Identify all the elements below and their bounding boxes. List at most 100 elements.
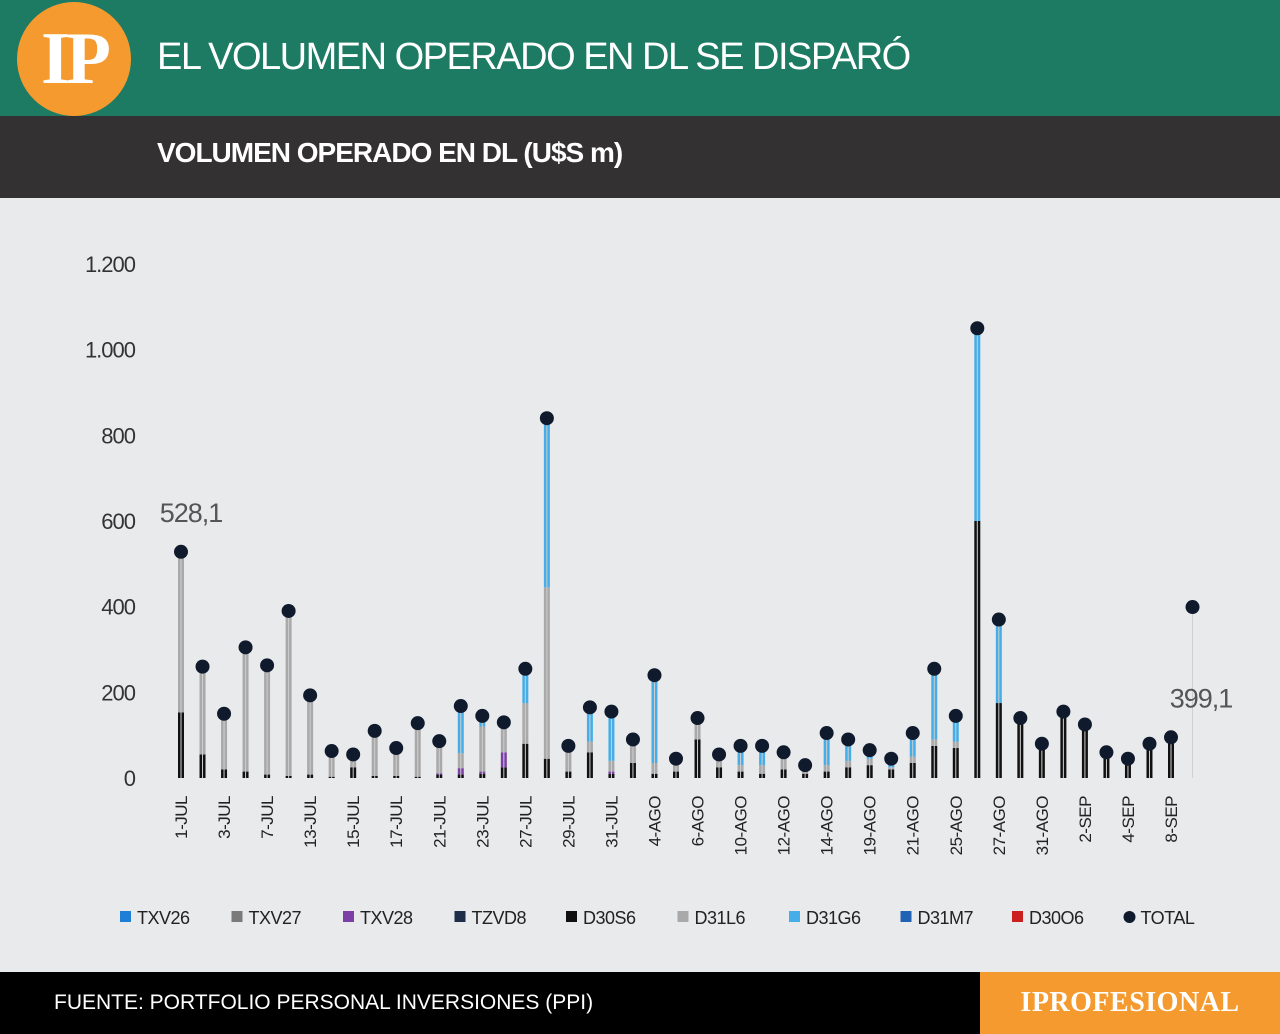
- x-tick-label: 14-AGO: [818, 796, 837, 856]
- x-tick-label: 6-AGO: [689, 796, 708, 847]
- legend-label: TXV28: [360, 908, 413, 928]
- total-point: [260, 658, 275, 673]
- total-point: [281, 603, 296, 618]
- y-tick-label: 400: [101, 595, 135, 620]
- total-point: [518, 661, 533, 676]
- total-point: [669, 751, 683, 766]
- x-tick-label: 31-AGO: [1033, 796, 1052, 856]
- x-tick-label: 7-JUL: [258, 796, 277, 839]
- legend-swatch-d30s6: [566, 911, 577, 922]
- subheader-bar: [0, 116, 1280, 198]
- total-stems: [180, 328, 1194, 778]
- x-tick-label: 12-AGO: [775, 796, 794, 856]
- brand-logo: IPROFESIONAL: [980, 972, 1280, 1034]
- total-point: [1164, 730, 1178, 745]
- total-point: [733, 738, 748, 753]
- total-point: [195, 659, 210, 674]
- page-title: EL VOLUMEN OPERADO EN DL SE DISPARÓ: [157, 36, 911, 78]
- annotations: 528,1 399,1: [160, 498, 1234, 714]
- total-point: [1056, 704, 1071, 719]
- total-markers: [174, 321, 1200, 773]
- data-label: 399,1: [1170, 683, 1233, 713]
- total-point: [991, 612, 1006, 627]
- legend-swatch-tzvd8: [454, 911, 466, 922]
- total-point: [625, 732, 640, 747]
- x-tick-label: 13-JUL: [301, 796, 320, 848]
- x-tick-label: 4-AGO: [645, 796, 664, 847]
- total-point: [1099, 745, 1114, 760]
- legend: TXV26 TXV27 TXV28 TZVD8 D30S6 D31L6 D31G6 D31M7…: [120, 908, 1195, 928]
- x-tick-label: 17-JUL: [387, 796, 406, 848]
- x-tick-label: 31-JUL: [602, 796, 621, 848]
- total-point: [389, 741, 404, 756]
- total-point: [238, 640, 253, 655]
- legend-swatch-d30o6: [1012, 911, 1023, 922]
- total-point: [604, 704, 619, 719]
- total-point: [582, 700, 597, 715]
- bars: [178, 328, 1174, 778]
- total-point: [561, 738, 576, 753]
- total-point: [798, 758, 813, 773]
- x-tick-label: 25-AGO: [947, 796, 966, 856]
- total-point: [1185, 600, 1200, 615]
- x-tick-label: 2-SEP: [1076, 796, 1095, 843]
- x-tick-label: 23-JUL: [473, 796, 492, 848]
- total-point: [712, 747, 727, 762]
- legend-label: D30S6: [583, 908, 636, 928]
- total-point: [1077, 717, 1092, 732]
- legend-label: D30O6: [1029, 908, 1084, 928]
- legend-label: D31L6: [695, 908, 746, 928]
- total-point: [755, 738, 770, 753]
- total-point: [475, 708, 490, 723]
- legend-swatch-txv28: [343, 911, 354, 922]
- data-label: 528,1: [160, 498, 223, 528]
- x-tick-label: 3-JUL: [215, 796, 234, 839]
- source-note: FUENTE: PORTFOLIO PERSONAL INVERSIONES (…: [54, 991, 594, 1014]
- x-tick-label: 10-AGO: [732, 796, 751, 856]
- y-tick-label: 1.000: [85, 338, 136, 363]
- x-tick-label: 21-AGO: [904, 796, 923, 856]
- total-point: [324, 744, 339, 759]
- total-point: [647, 668, 662, 683]
- total-point: [432, 734, 447, 749]
- y-tick-label: 1.200: [85, 252, 136, 277]
- footer-bar: [0, 972, 980, 1034]
- total-point: [217, 706, 232, 721]
- legend-swatch-txv26: [120, 911, 131, 922]
- total-point: [346, 747, 361, 762]
- x-tick-label: 4-SEP: [1119, 796, 1138, 843]
- legend-marker-total: [1123, 911, 1136, 923]
- legend-swatch-d31l6: [677, 911, 689, 922]
- y-tick-label: 0: [124, 766, 136, 791]
- total-point: [174, 544, 188, 559]
- total-point: [367, 723, 382, 738]
- legend-label: TXV27: [249, 908, 302, 928]
- y-axis: 0 200 400 600 800 1.000 1.200: [85, 252, 137, 791]
- total-point: [970, 321, 985, 336]
- legend-swatch-d31g6: [789, 911, 800, 922]
- total-point: [453, 699, 468, 714]
- x-tick-label: 29-JUL: [559, 796, 578, 848]
- chart-title: VOLUMEN OPERADO EN DL (U$S m): [157, 137, 623, 168]
- legend-label: D31G6: [806, 908, 861, 928]
- total-point: [776, 745, 791, 760]
- total-point: [1142, 736, 1157, 751]
- x-tick-label: 21-JUL: [430, 796, 449, 848]
- ip-logo: IP: [17, 2, 131, 116]
- x-tick-label: 27-JUL: [516, 796, 535, 848]
- x-tick-label: 15-JUL: [344, 796, 363, 848]
- legend-swatch-d31m7: [900, 911, 912, 922]
- legend-label: TOTAL: [1141, 908, 1195, 928]
- total-point: [1034, 736, 1049, 751]
- total-point: [1120, 751, 1135, 766]
- total-point: [948, 708, 963, 723]
- total-point: [927, 661, 942, 676]
- y-tick-label: 800: [101, 423, 135, 448]
- y-tick-label: 600: [101, 509, 135, 534]
- total-point: [303, 688, 318, 703]
- x-tick-label: 19-AGO: [861, 796, 880, 856]
- total-point: [819, 726, 834, 741]
- legend-label: TXV26: [137, 908, 190, 928]
- x-tick-label: 8-SEP: [1162, 796, 1181, 843]
